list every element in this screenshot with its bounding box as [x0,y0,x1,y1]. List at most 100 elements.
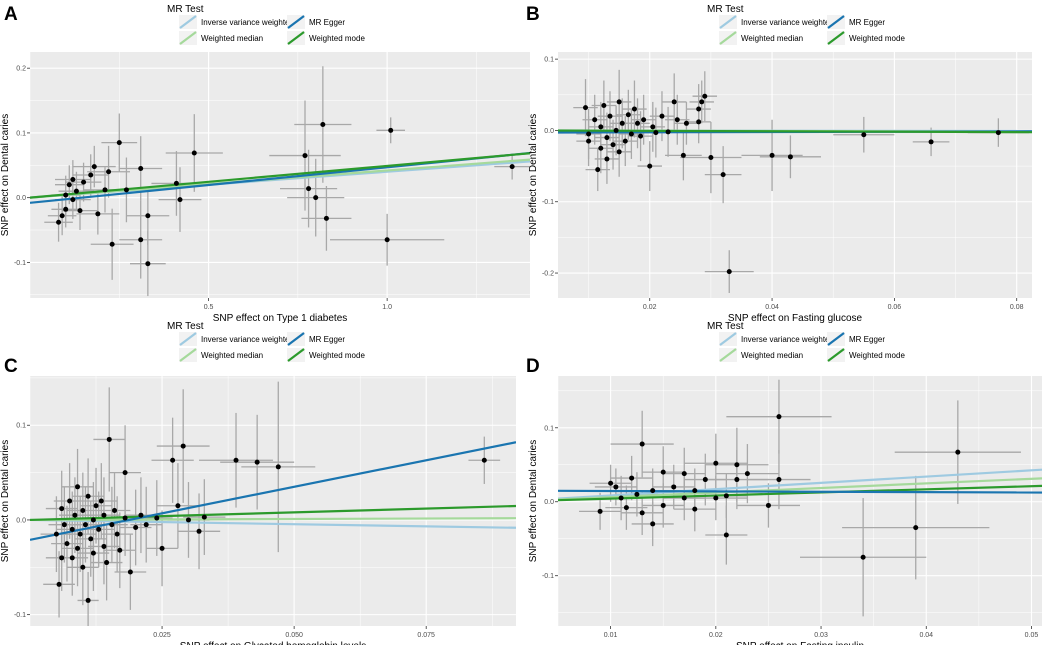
y-tick-label: 0.0 [16,517,26,524]
legend-key-line [827,31,845,45]
data-point [723,493,729,499]
legend-key-line [179,31,197,45]
data-point [734,477,740,483]
data-point [631,106,637,112]
y-tick-label: 0.1 [544,425,554,432]
data-point [616,149,622,155]
data-point [660,469,666,475]
data-point [610,142,616,148]
data-point [90,550,96,556]
data-point [173,180,179,186]
data-point [114,531,120,537]
data-point [112,507,118,513]
regression-line-weighted-mode [558,484,1042,502]
data-point [116,140,122,146]
data-point [592,117,598,123]
x-tick-label: 0.04 [919,632,933,639]
data-point [101,543,107,549]
x-tick-label: 0.02 [643,304,657,311]
legend-label: Inverse variance weighted [201,335,294,344]
data-point [145,213,151,219]
panel-c: C MR Test Inverse variance weighted MR Egge… [0,321,516,645]
data-point [80,507,86,513]
data-point [586,131,592,137]
plot-background [558,52,1032,298]
data-point [175,503,181,509]
legend-label: Inverse variance weighted [741,335,834,344]
data-point [671,99,677,105]
legend: MR Test Inverse variance weighted MR Egger… [167,4,365,45]
data-point [69,555,75,561]
data-point [185,517,191,523]
data-point [650,124,656,130]
x-tick-label: 0.5 [204,304,214,311]
data-point [723,532,729,538]
y-axis-title: SNP effect on Dental caries [528,440,539,562]
panel-letter: B [526,4,540,25]
legend-title: MR Test [167,321,204,332]
y-tick-label: 0.2 [16,66,26,73]
data-point [629,475,635,481]
y-tick-label: -0.2 [542,271,554,278]
data-point [95,211,101,217]
regression-line-inverse-variance-weighted [30,518,516,529]
data-point [106,169,112,175]
data-point [66,182,72,188]
panel-d: D MR Test Inverse variance weighted MR Egge… [526,321,1042,645]
data-point [275,464,281,470]
data-point [601,102,607,108]
data-point [61,522,67,528]
data-point [787,154,793,160]
data-point [323,215,329,221]
data-point [109,522,115,528]
data-point [180,443,186,449]
y-tick-label: -0.1 [542,573,554,580]
data-point [613,127,619,133]
data-points [56,122,515,267]
data-point [660,502,666,508]
regression-lines [30,441,516,541]
legend-label: Weighted median [201,34,263,43]
data-point [177,197,183,203]
data-point [384,237,390,243]
data-point [106,436,112,442]
data-point [604,156,610,162]
data-point [671,484,677,490]
legend: MR Test Inverse variance weighted MR Egger… [707,321,905,362]
legend-label: Weighted mode [309,351,365,360]
data-point [744,471,750,477]
y-axis-title: SNP effect on Dental caries [0,114,11,236]
data-point [96,526,102,532]
data-point [73,188,79,194]
data-point [77,208,83,214]
data-point [713,495,719,501]
regression-lines [30,151,530,204]
data-point [860,554,866,560]
data-point [59,506,65,512]
data-point [595,167,601,173]
x-axis-title: SNP effect on Fasting glucose [728,313,863,324]
data-point [80,564,86,570]
data-point [59,213,65,219]
data-point [67,498,73,504]
x-axis-title: SNP effect on Type 1 diabetes [213,313,348,324]
data-point [53,531,59,537]
regression-line-weighted-mode [30,504,516,522]
data-point [85,493,91,499]
y-tick-label: -0.1 [542,199,554,206]
data-point [618,495,624,501]
x-tick-label: 0.02 [709,632,723,639]
data-point [306,186,312,192]
data-point [91,164,97,170]
legend: MR Test Inverse variance weighted MR Egger… [707,4,905,45]
data-point [313,195,319,201]
y-tick-label: 0.0 [544,128,554,135]
data-point [63,206,69,212]
data-point [70,177,76,183]
regression-line-weighted-mode [30,152,530,199]
y-tick-label: -0.1 [14,260,26,267]
data-point [659,113,665,119]
data-point [85,597,91,603]
legend-label: MR Egger [849,18,885,27]
